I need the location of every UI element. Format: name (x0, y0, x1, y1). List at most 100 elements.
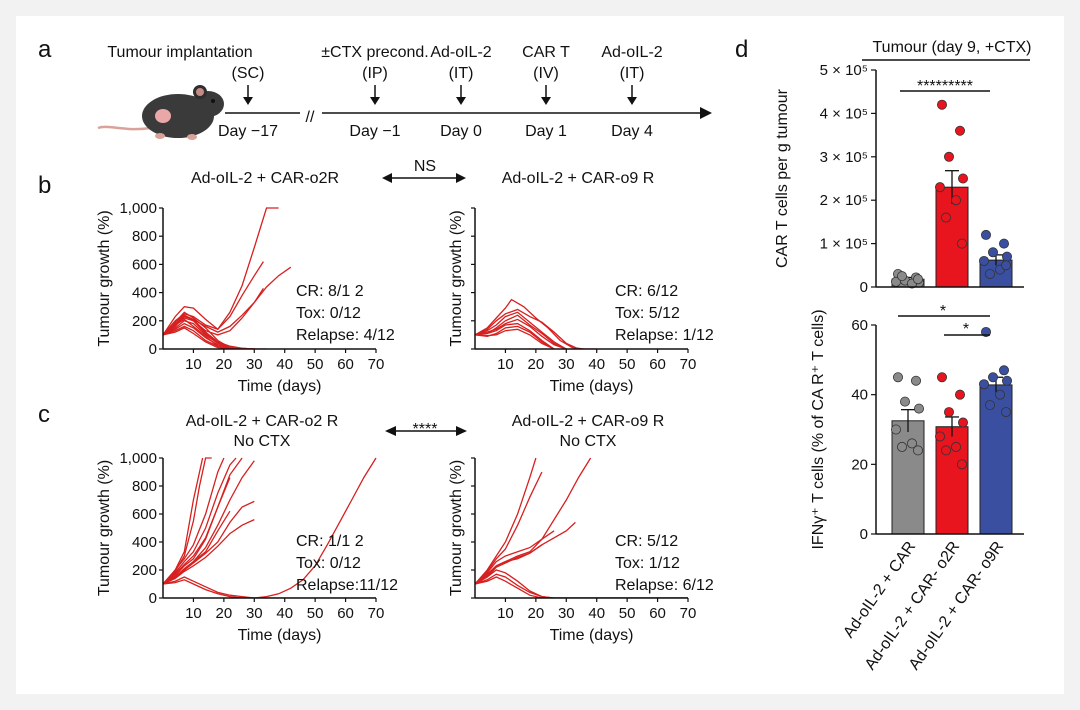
data-point (897, 271, 908, 282)
x-tick-label: 70 (368, 356, 385, 373)
chart-subtitle: No CTX (234, 433, 291, 450)
timeline-day-label: Day 4 (611, 123, 653, 140)
panel-letter-c: c (38, 401, 50, 428)
significance-stars: * (940, 303, 946, 320)
growth-trace (475, 457, 537, 585)
bar-chart-car-t-cells: 0 1 × 10⁵ 2 × 10⁵ 3 × 10⁵ 4 × 10⁵ 5 × 10⁵ CAR … (774, 39, 1032, 296)
x-axis-label: Time (days) (550, 627, 634, 644)
growth-trace (163, 314, 255, 349)
data-point (913, 274, 924, 285)
data-point (979, 255, 990, 266)
chart-title: Ad-oIL-2 + CAR-o9 R (502, 170, 655, 187)
timeline-event-route: (SC) (232, 65, 265, 82)
data-point (951, 441, 962, 452)
timeline-events: Tumour implantation (SC) Day −17 ±CTX preco… (107, 44, 662, 140)
data-point (907, 438, 918, 449)
growth-trace (163, 457, 225, 585)
y-tick-label: 20 (851, 456, 868, 473)
growth-trace (163, 460, 255, 585)
y-tick-label: 0 (149, 590, 157, 607)
x-tick-label: 50 (619, 356, 636, 373)
data-point (985, 268, 996, 279)
data-point (995, 389, 1006, 400)
chart-title: Ad-oIL-2 + CAR-o2R (191, 170, 339, 187)
x-tick-label: 10 (185, 605, 202, 622)
comparison-c: **** (385, 421, 467, 438)
x-tick-label: 60 (337, 605, 354, 622)
x-tick-label: 20 (528, 356, 545, 373)
stat-line: Tox: 1/12 (615, 555, 680, 572)
double-arrow-icon (382, 173, 466, 183)
comparison-b: NS (382, 158, 466, 183)
growth-trace (163, 457, 243, 585)
timeline-event-label: ±CTX precond. (321, 44, 429, 61)
growth-trace (475, 328, 555, 349)
y-tick-label: 60 (851, 317, 868, 334)
x-tick-label: 40 (588, 605, 605, 622)
down-arrow-icon (627, 97, 637, 105)
y-tick-label: 40 (851, 387, 868, 404)
data-point (937, 99, 948, 110)
growth-trace (163, 477, 231, 585)
data-point (891, 424, 902, 435)
growth-chart-c-right: 10 20 30 40 50 60 70 Time (days) Tumour growth (… (448, 413, 714, 644)
y-tick-label: 1,000 (119, 450, 157, 467)
trace-group (475, 457, 688, 598)
bar (891, 420, 925, 535)
growth-trace (163, 579, 376, 598)
y-tick-label: 200 (132, 562, 157, 579)
stat-line: Relapse: 1/12 (615, 327, 714, 344)
stat-line: CR: 1/1 2 (296, 533, 364, 550)
data-point (893, 372, 904, 383)
chart-title: Ad-oIL-2 + CAR-o2 R (186, 413, 339, 430)
timeline-event-label: Tumour implantation (107, 44, 252, 61)
y-axis-label: Tumour growth (%) (448, 460, 465, 596)
x-axis-label: Time (days) (238, 627, 322, 644)
stat-line: Tox: 0/12 (296, 555, 361, 572)
timeline-day-label: Day 0 (440, 123, 482, 140)
y-tick-label: 3 × 10⁵ (820, 149, 868, 166)
timeline-arrowhead-icon (700, 107, 712, 119)
chart-title: Ad-oIL-2 + CAR-o9 R (512, 413, 665, 430)
y-axis-label: Tumour growth (%) (448, 210, 465, 346)
growth-chart-b-right: 10 20 30 40 50 60 70 Time (days) Tumour growth (… (448, 170, 714, 395)
data-point (957, 238, 968, 249)
timeline-event-route: (IT) (449, 65, 474, 82)
trace-group (163, 457, 377, 598)
x-tick-label: 50 (307, 356, 324, 373)
data-point (988, 372, 999, 383)
trace-group (163, 207, 292, 349)
timeline-event-route: (IV) (533, 65, 559, 82)
growth-trace (163, 457, 237, 585)
x-tick-label: 30 (246, 605, 263, 622)
timeline-event-label: Ad-oIL-2 (601, 44, 662, 61)
y-tick-label: 200 (132, 313, 157, 330)
data-point (937, 372, 948, 383)
group-label: Tumour (day 9, +CTX) (872, 39, 1031, 56)
data-point (935, 431, 946, 442)
x-tick-label: 60 (649, 356, 666, 373)
growth-trace (475, 530, 555, 585)
x-tick-label: 60 (337, 356, 354, 373)
y-tick-label: 5 × 10⁵ (820, 62, 868, 79)
x-tick-label: 40 (588, 356, 605, 373)
down-arrow-icon (243, 97, 253, 105)
y-tick-label: 600 (132, 256, 157, 273)
y-tick-label: 800 (132, 478, 157, 495)
mouse-icon (97, 85, 224, 140)
stat-line: CR: 8/1 2 (296, 283, 364, 300)
stat-line: Tox: 0/12 (296, 305, 361, 322)
growth-trace (475, 308, 579, 349)
growth-trace (475, 322, 555, 349)
y-axis-label: IFNγ⁺ T cells (% of CA R⁺ T cells) (810, 309, 827, 549)
data-point (1002, 251, 1013, 262)
data-point (941, 445, 952, 456)
data-point (958, 417, 969, 428)
growth-trace (475, 544, 543, 585)
timeline-break-mark: // (306, 109, 315, 126)
growth-trace (475, 573, 688, 598)
x-axis-label: Time (days) (550, 378, 634, 395)
x-tick-label: 30 (558, 356, 575, 373)
x-tick-label: 50 (619, 605, 636, 622)
panel-letter-a: a (38, 36, 52, 63)
